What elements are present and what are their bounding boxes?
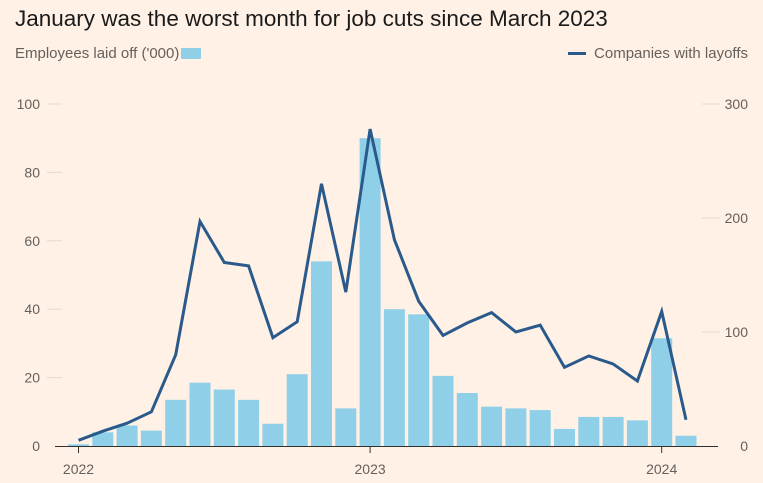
left-tick-label: 0 — [32, 438, 40, 454]
bar-2024-01 — [651, 338, 673, 446]
grid-layer — [47, 103, 720, 379]
bar-2022-01 — [68, 444, 89, 446]
legend-line-swatch — [568, 52, 587, 55]
right-tick-label: 200 — [725, 210, 749, 226]
bar-2023-05 — [456, 392, 478, 446]
bar-2023-06 — [481, 406, 503, 446]
left-tick-label: 20 — [24, 370, 40, 386]
bar-2023-11 — [602, 416, 624, 446]
legend-bars: Employees laid off ('000) — [15, 45, 202, 62]
left-tick-label: 100 — [17, 96, 41, 112]
bar-2023-07 — [505, 408, 527, 446]
right-tick-label: 300 — [725, 96, 749, 112]
x-tick-label: 2022 — [63, 461, 94, 477]
bar-2023-02 — [383, 309, 405, 446]
bar-2022-10 — [286, 374, 308, 446]
x-tick-label: 2023 — [355, 461, 386, 477]
bar-2022-09 — [262, 423, 284, 446]
bar-2023-12 — [626, 420, 648, 446]
axis-layer: 0 20 40 60 80 100 0 100 200 300 2022 2023 2024 — [17, 96, 749, 477]
bar-2022-11 — [311, 261, 332, 446]
bar-2023-04 — [432, 375, 454, 446]
bar-2023-08 — [529, 410, 551, 446]
bar-2022-05 — [165, 399, 187, 446]
left-tick-label: 40 — [24, 301, 40, 317]
bar-2022-02 — [92, 432, 114, 446]
legend-bar-swatch — [181, 48, 202, 59]
right-tick-label: 100 — [725, 324, 749, 340]
right-tick-label: 0 — [740, 438, 748, 454]
chart-title: January was the worst month for job cuts… — [15, 6, 608, 31]
legend-line-label: Companies with layoffs — [594, 45, 748, 62]
bar-2023-01 — [359, 138, 381, 446]
bar-2023-10 — [578, 416, 600, 446]
left-tick-label: 80 — [24, 164, 40, 180]
legend-bars-label: Employees laid off ('000) — [15, 45, 180, 62]
bar-2022-07 — [213, 389, 235, 446]
bar-2022-04 — [140, 430, 162, 446]
bar-layer — [68, 138, 697, 446]
bar-2023-09 — [554, 428, 575, 446]
line-layer — [77, 128, 688, 442]
legend-line: Companies with layoffs — [568, 45, 748, 62]
bar-2022-12 — [335, 408, 357, 446]
bar-2022-06 — [189, 382, 211, 446]
left-tick-label: 60 — [24, 233, 40, 249]
x-tick-label: 2024 — [646, 461, 677, 477]
bar-2023-03 — [408, 314, 430, 446]
line-companies-with-layoffs — [77, 128, 688, 442]
bar-2024-02 — [675, 435, 697, 446]
bar-2022-03 — [116, 425, 138, 446]
bar-2022-08 — [238, 399, 260, 446]
